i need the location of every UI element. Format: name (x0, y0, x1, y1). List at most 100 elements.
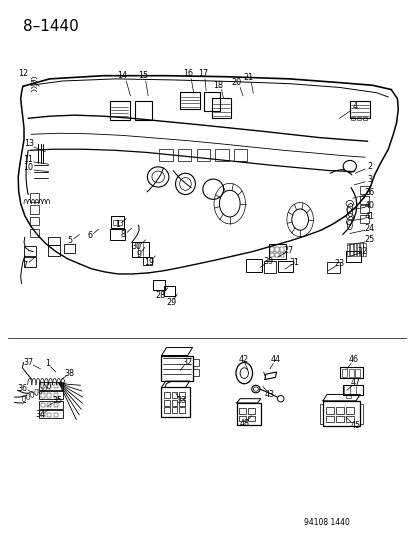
Text: 29: 29 (166, 298, 176, 307)
Bar (359, 215, 368, 223)
Text: 32: 32 (182, 358, 192, 367)
Bar (40, 393, 45, 398)
Bar (325, 416, 333, 422)
Text: 35: 35 (52, 397, 62, 405)
Bar (363, 243, 365, 256)
Bar (109, 101, 129, 120)
Bar (278, 261, 292, 272)
Bar (164, 392, 169, 398)
Bar (40, 413, 45, 417)
Bar (345, 407, 353, 414)
Text: 10: 10 (23, 164, 33, 172)
Bar (24, 246, 36, 256)
Text: 25: 25 (364, 236, 374, 244)
Bar (342, 385, 362, 395)
Text: 43: 43 (264, 390, 274, 399)
Text: 13: 13 (24, 140, 34, 148)
Text: 18: 18 (213, 81, 223, 90)
Bar (159, 149, 172, 161)
Text: 5: 5 (67, 237, 72, 245)
Text: 26: 26 (364, 189, 374, 197)
Bar (161, 387, 189, 417)
Bar (326, 262, 339, 273)
Text: 24: 24 (364, 224, 374, 232)
Bar (47, 384, 51, 388)
Bar (54, 393, 58, 398)
Bar (335, 416, 343, 422)
Bar (164, 407, 169, 413)
Text: 6: 6 (88, 231, 93, 240)
Bar (268, 244, 285, 259)
Bar (47, 393, 51, 398)
Bar (269, 253, 273, 257)
Bar (248, 408, 254, 414)
Text: 28: 28 (155, 292, 165, 300)
Bar (164, 400, 169, 406)
Bar (203, 92, 220, 111)
Bar (239, 416, 245, 421)
Bar (196, 149, 209, 161)
Bar (40, 403, 45, 407)
Text: 39: 39 (263, 257, 273, 265)
Bar (64, 244, 74, 253)
Bar (131, 242, 149, 257)
Bar (335, 407, 343, 414)
Bar (30, 217, 39, 225)
Bar (274, 253, 278, 257)
Text: 17: 17 (197, 69, 207, 78)
Text: 22: 22 (356, 247, 366, 256)
Bar (39, 382, 63, 390)
Bar (30, 229, 39, 237)
Text: 94108 1440: 94108 1440 (304, 518, 349, 527)
Text: 40: 40 (364, 201, 374, 209)
Text: 37: 37 (23, 358, 33, 367)
Bar (356, 117, 360, 120)
Text: 30: 30 (131, 242, 141, 251)
Text: 48: 48 (240, 419, 249, 428)
Bar (47, 237, 60, 245)
Bar (236, 403, 260, 425)
Text: 16: 16 (183, 69, 193, 78)
Bar (40, 384, 45, 388)
Bar (239, 408, 245, 414)
Bar (350, 117, 354, 120)
Bar (192, 359, 198, 366)
Bar (178, 149, 191, 161)
Text: 19: 19 (144, 258, 154, 266)
Bar (319, 404, 323, 424)
Text: 33: 33 (176, 397, 186, 405)
Bar (171, 407, 177, 413)
Text: 8–1440: 8–1440 (23, 19, 78, 34)
Text: 11: 11 (23, 156, 33, 164)
Bar (349, 243, 352, 256)
Bar (47, 413, 51, 417)
Text: 7: 7 (22, 261, 27, 270)
Text: 9: 9 (136, 251, 141, 259)
Text: 2: 2 (366, 163, 371, 171)
Text: 44: 44 (270, 356, 280, 364)
Text: 14: 14 (117, 71, 127, 80)
Bar (47, 245, 60, 256)
Bar (246, 259, 261, 272)
Bar (349, 101, 369, 118)
Text: 21: 21 (243, 73, 253, 82)
Bar (30, 193, 39, 202)
Bar (269, 247, 273, 252)
Bar (279, 253, 283, 257)
Text: 42: 42 (238, 356, 248, 364)
Bar (359, 243, 362, 256)
Bar (180, 92, 199, 109)
Bar (117, 220, 121, 225)
Bar (345, 251, 361, 262)
Bar (362, 117, 366, 120)
Bar (24, 257, 36, 266)
Bar (359, 404, 363, 424)
Bar (339, 367, 362, 378)
Text: 4: 4 (352, 102, 357, 111)
Text: 47: 47 (349, 378, 359, 387)
Text: 31: 31 (289, 258, 299, 266)
Bar (163, 286, 175, 296)
Bar (30, 205, 39, 214)
Bar (215, 149, 228, 161)
Text: 34: 34 (36, 410, 45, 419)
